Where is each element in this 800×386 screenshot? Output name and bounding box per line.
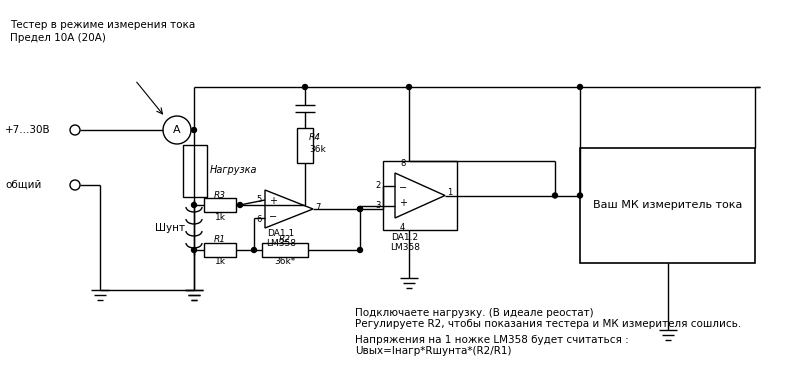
Circle shape [358,207,362,212]
Text: 36k: 36k [309,146,326,154]
Bar [204,198,236,212]
Text: DA1.2: DA1.2 [391,234,418,242]
Text: 2: 2 [376,181,381,190]
Text: 8: 8 [400,159,406,169]
Text: +: + [269,196,277,206]
Text: R1: R1 [214,235,226,244]
Text: DA1.1: DA1.1 [267,230,294,239]
Text: +7...30В: +7...30В [5,125,50,135]
Text: общий: общий [5,180,42,190]
Text: A: A [173,125,181,135]
Text: 1: 1 [447,188,452,197]
Text: LM358: LM358 [266,239,296,249]
Text: 7: 7 [315,203,320,212]
Bar [204,243,236,257]
Text: +: + [399,198,407,208]
Text: Нагрузка: Нагрузка [210,165,258,175]
Bar [262,243,308,257]
Circle shape [406,85,411,90]
Circle shape [251,247,257,252]
Text: Подключаете нагрузку. (В идеале реостат): Подключаете нагрузку. (В идеале реостат) [355,308,594,318]
Circle shape [191,127,197,132]
Text: −: − [269,212,277,222]
Bar [383,161,457,230]
Circle shape [163,116,191,144]
Circle shape [191,247,197,252]
Text: 5: 5 [257,195,262,203]
Text: −: − [399,183,407,193]
Circle shape [191,203,197,208]
Text: Тестер в режиме измерения тока: Тестер в режиме измерения тока [10,20,195,30]
Circle shape [578,193,582,198]
Bar [580,148,755,263]
Text: Шунт: Шунт [155,223,185,233]
Text: Регулируете R2, чтобы показания тестера и МК измерителя сошлись.: Регулируете R2, чтобы показания тестера … [355,319,742,329]
Circle shape [358,207,362,212]
Circle shape [578,85,582,90]
Text: 1k: 1k [214,213,226,222]
Text: Предел 10А (20А): Предел 10А (20А) [10,33,106,43]
Circle shape [238,203,242,208]
Circle shape [358,247,362,252]
Text: R2: R2 [279,235,291,244]
Text: 1k: 1k [214,257,226,266]
Text: Напряжения на 1 ножке LM358 будет считаться :: Напряжения на 1 ножке LM358 будет считат… [355,335,629,345]
Text: 4: 4 [400,222,406,232]
Text: Ваш МК измеритель тока: Ваш МК измеритель тока [593,200,742,210]
Text: R4: R4 [309,134,321,142]
Text: Uвых=Iнагр*Rшунта*(R2/R1): Uвых=Iнагр*Rшунта*(R2/R1) [355,346,511,356]
Circle shape [302,85,307,90]
Bar [183,145,207,197]
Text: 36k*: 36k* [274,257,296,266]
Bar [297,128,313,163]
Text: 3: 3 [376,201,381,210]
Text: 6: 6 [257,215,262,223]
Text: R3: R3 [214,191,226,200]
Text: LM358: LM358 [390,244,420,252]
Circle shape [553,193,558,198]
